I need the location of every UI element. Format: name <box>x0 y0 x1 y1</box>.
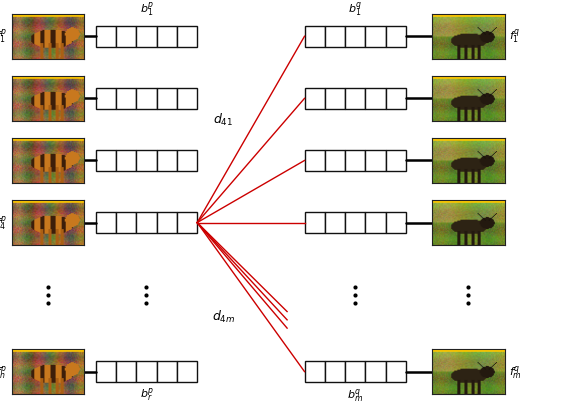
Text: $b_m^q$: $b_m^q$ <box>347 386 363 403</box>
Bar <box>157 151 177 171</box>
Bar <box>365 361 386 382</box>
Bar <box>96 89 116 109</box>
Bar <box>96 213 116 233</box>
Bar <box>345 361 365 382</box>
Bar <box>304 213 325 233</box>
Bar <box>325 89 345 109</box>
Bar <box>136 151 157 171</box>
Bar <box>157 89 177 109</box>
Text: $b_1^p$: $b_1^p$ <box>140 0 154 19</box>
Bar <box>157 361 177 382</box>
Bar <box>96 361 116 382</box>
Bar <box>116 27 136 47</box>
Text: $d_{4m}$: $d_{4m}$ <box>212 308 235 324</box>
Bar <box>177 27 197 47</box>
Bar <box>304 361 325 382</box>
Bar <box>345 213 365 233</box>
Bar <box>177 151 197 171</box>
Bar <box>136 361 157 382</box>
Bar <box>365 27 386 47</box>
Bar <box>325 213 345 233</box>
Bar <box>386 213 406 233</box>
Text: $f_n^p$: $f_n^p$ <box>0 363 7 380</box>
Text: $b_r^p$: $b_r^p$ <box>140 385 154 403</box>
Bar <box>136 89 157 109</box>
Bar <box>116 361 136 382</box>
Bar <box>365 213 386 233</box>
Bar <box>325 151 345 171</box>
Bar <box>386 361 406 382</box>
Bar <box>365 89 386 109</box>
Bar <box>345 27 365 47</box>
Text: $d_{41}$: $d_{41}$ <box>213 112 233 128</box>
Bar <box>345 151 365 171</box>
Bar <box>96 151 116 171</box>
Bar <box>386 27 406 47</box>
Bar <box>116 89 136 109</box>
Bar <box>136 27 157 47</box>
Bar <box>96 27 116 47</box>
Text: $f_m^q$: $f_m^q$ <box>509 363 522 380</box>
Bar <box>177 361 197 382</box>
Text: $f_1^q$: $f_1^q$ <box>509 28 521 46</box>
Bar <box>304 89 325 109</box>
Bar <box>304 151 325 171</box>
Bar <box>177 89 197 109</box>
Bar <box>304 27 325 47</box>
Text: $f_1^p$: $f_1^p$ <box>0 28 7 46</box>
Bar <box>325 361 345 382</box>
Bar <box>325 27 345 47</box>
Text: $b_1^q$: $b_1^q$ <box>348 0 362 19</box>
Bar <box>116 151 136 171</box>
Bar <box>345 89 365 109</box>
Bar <box>157 213 177 233</box>
Bar <box>177 213 197 233</box>
Bar <box>136 213 157 233</box>
Text: $f_4^p$: $f_4^p$ <box>0 214 7 232</box>
Bar <box>116 213 136 233</box>
Bar <box>157 27 177 47</box>
Bar <box>386 151 406 171</box>
Bar <box>365 151 386 171</box>
Bar <box>386 89 406 109</box>
